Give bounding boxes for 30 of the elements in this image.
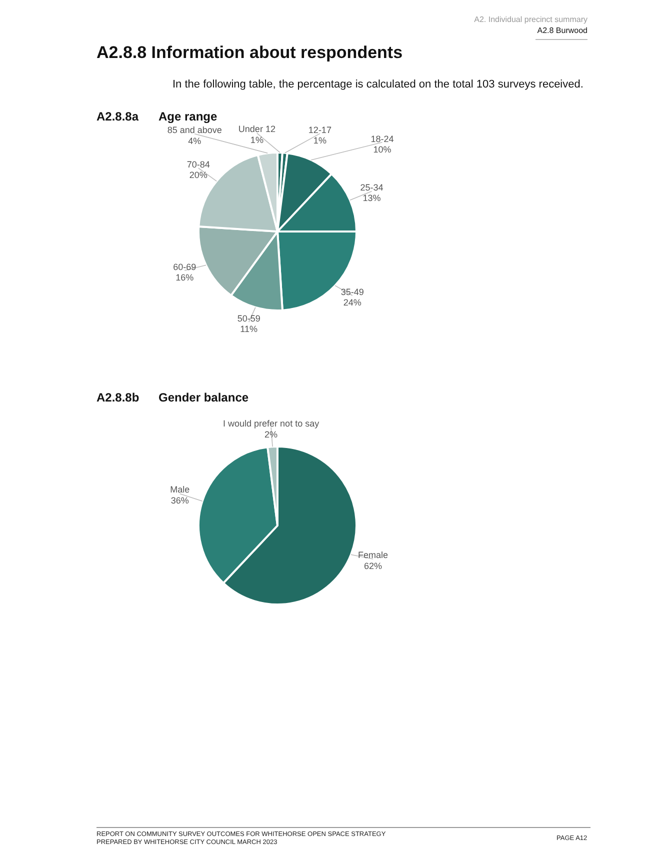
text: In the following table, the percentage is calculated on the total 103 surveys received.	[172, 78, 584, 90]
slice-label: I would prefer not to say	[223, 418, 320, 428]
data-label: 16%	[176, 272, 194, 283]
text: A2. Individual precinct summary	[474, 15, 588, 24]
data-label: 10%	[373, 144, 392, 154]
slice-label: 50-59	[237, 314, 260, 324]
slice-label: Female	[358, 550, 388, 560]
data-label: 20%	[189, 170, 208, 180]
text: A2.8.8 Information about respondents	[96, 43, 403, 62]
slice-label: 60-69	[173, 262, 196, 272]
data-label: 2%	[264, 429, 278, 440]
slice-label: 12-17	[308, 125, 332, 136]
data-label: 24%	[343, 297, 362, 308]
slice-label: 85 and above	[167, 124, 222, 135]
slice-label: 25-34	[360, 182, 384, 193]
data-label: 1%	[250, 135, 264, 146]
data-label: 11%	[240, 324, 258, 334]
data-label: 1%	[313, 136, 326, 146]
data-label: 13%	[362, 193, 381, 204]
data-label: 62%	[364, 560, 382, 571]
chart-title: A2.8.8b Gender balance	[96, 390, 249, 404]
slice-label: 35-49	[340, 286, 364, 297]
data-label: 4%	[188, 136, 202, 146]
slice-label: 18-24	[370, 134, 394, 144]
slice-label: Male	[170, 484, 190, 495]
slice-label: 70-84	[186, 160, 210, 170]
data-label: 36%	[170, 496, 189, 506]
text: A2.8 Burwood	[537, 26, 588, 35]
chart-title: A2.8.8a Age range	[96, 110, 218, 124]
slice-label: Under 12	[238, 124, 276, 134]
